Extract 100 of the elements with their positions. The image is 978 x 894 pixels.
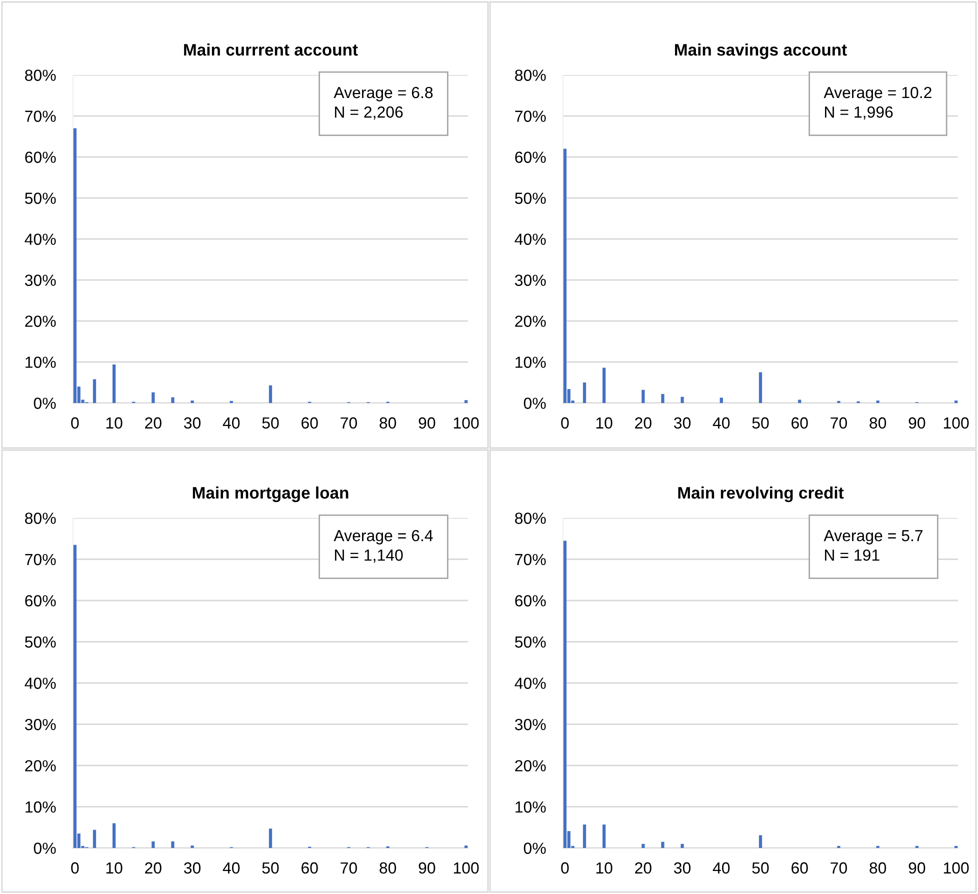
x-tick-label: 60 bbox=[302, 417, 318, 429]
x-tick-label: 10 bbox=[596, 862, 612, 874]
x-tick-label: 70 bbox=[340, 862, 357, 874]
x-tick-label: 0 bbox=[71, 862, 79, 874]
y-tick-label: 70% bbox=[25, 110, 56, 122]
x-tick-label: 20 bbox=[145, 862, 162, 874]
annotation: Average = 5.7 N = 191 bbox=[824, 530, 923, 561]
x-tick-label: 60 bbox=[792, 417, 808, 429]
bar bbox=[464, 400, 468, 403]
x-tick-label: 30 bbox=[184, 417, 201, 429]
bar bbox=[73, 128, 77, 403]
bar bbox=[661, 394, 664, 403]
x-tick-label: 0 bbox=[71, 417, 79, 429]
y-tick-label: 30% bbox=[24, 718, 56, 730]
bar bbox=[582, 824, 586, 848]
x-tick-label: 100 bbox=[944, 862, 969, 874]
x-tick-label: 70 bbox=[830, 862, 847, 874]
x-tick-label: 100 bbox=[454, 417, 479, 429]
x-tick-label: 70 bbox=[830, 417, 847, 429]
x-tick-label: 40 bbox=[712, 862, 730, 874]
y-tick-label: 10% bbox=[516, 356, 546, 368]
y-tick-label: 0% bbox=[34, 398, 56, 409]
bar bbox=[92, 830, 96, 848]
bar bbox=[642, 390, 645, 403]
chart-title: Main mortgage loan bbox=[192, 486, 348, 502]
bar bbox=[73, 544, 77, 848]
y-tick-label: 80% bbox=[515, 70, 546, 81]
y-tick-label: 60% bbox=[25, 152, 56, 163]
bar bbox=[563, 148, 567, 403]
bar bbox=[112, 364, 116, 403]
bar bbox=[680, 396, 684, 403]
y-tick-label: 0% bbox=[524, 398, 546, 409]
chart-title: Main revolving credit bbox=[678, 486, 844, 502]
x-tick-label: 60 bbox=[792, 862, 808, 874]
x-tick-label: 90 bbox=[908, 417, 926, 429]
x-tick-label: 50 bbox=[752, 862, 769, 874]
x-tick-label: 80 bbox=[380, 417, 396, 429]
bar bbox=[758, 372, 762, 403]
bar bbox=[680, 844, 684, 848]
y-tick-label: 70% bbox=[25, 554, 56, 566]
annotation: Average = 6.4 N = 1,140 bbox=[334, 530, 433, 563]
bar bbox=[642, 844, 645, 848]
x-tick-label: 30 bbox=[674, 862, 691, 874]
y-tick-label: 10% bbox=[516, 801, 546, 813]
y-tick-label: 20% bbox=[515, 760, 546, 772]
y-tick-label: 10% bbox=[26, 801, 56, 813]
x-tick-label: 80 bbox=[870, 417, 886, 429]
x-tick-label: 100 bbox=[454, 862, 479, 874]
bar bbox=[563, 540, 567, 848]
y-tick-label: 30% bbox=[514, 718, 546, 730]
x-tick-label: 70 bbox=[340, 417, 357, 429]
x-tick-label: 90 bbox=[908, 862, 926, 874]
y-tick-label: 50% bbox=[25, 636, 56, 648]
chart-title: Main currrent account bbox=[184, 43, 358, 56]
x-tick-label: 10 bbox=[596, 417, 612, 429]
annotation: Average = 10.2 N = 1,996 bbox=[824, 86, 932, 120]
x-tick-label: 20 bbox=[145, 417, 162, 429]
x-tick-label: 50 bbox=[262, 417, 279, 429]
y-tick-label: 40% bbox=[514, 678, 546, 689]
bar bbox=[152, 841, 155, 848]
y-tick-label: 80% bbox=[25, 512, 56, 524]
chart-title: Main savings account bbox=[675, 43, 847, 60]
y-tick-label: 20% bbox=[25, 316, 56, 327]
x-tick-label: 90 bbox=[418, 417, 436, 429]
y-tick-label: 10% bbox=[26, 356, 56, 368]
y-tick-label: 40% bbox=[514, 234, 546, 245]
y-tick-label: 40% bbox=[24, 678, 56, 689]
x-tick-label: 40 bbox=[222, 417, 240, 429]
bar bbox=[92, 379, 96, 403]
x-tick-label: 60 bbox=[302, 862, 318, 874]
x-tick-label: 80 bbox=[380, 862, 396, 874]
bar bbox=[661, 842, 664, 848]
y-tick-label: 50% bbox=[25, 192, 56, 204]
bar bbox=[171, 397, 174, 403]
bar bbox=[268, 385, 272, 403]
bar bbox=[582, 382, 586, 403]
x-tick-label: 100 bbox=[944, 417, 969, 429]
bar bbox=[268, 828, 272, 848]
bar bbox=[798, 400, 802, 403]
y-tick-label: 0% bbox=[524, 842, 546, 854]
x-tick-label: 10 bbox=[106, 862, 122, 874]
bar bbox=[112, 823, 116, 848]
x-tick-label: 0 bbox=[561, 862, 569, 874]
bar bbox=[152, 392, 155, 403]
y-tick-label: 50% bbox=[515, 192, 546, 204]
bar bbox=[602, 368, 606, 403]
y-tick-label: 60% bbox=[25, 595, 56, 606]
annotation: Average = 6.8 N = 2,206 bbox=[334, 86, 433, 120]
x-tick-label: 90 bbox=[418, 862, 436, 874]
y-tick-label: 70% bbox=[515, 110, 546, 122]
y-tick-label: 30% bbox=[24, 274, 56, 286]
bar bbox=[758, 835, 762, 848]
x-tick-label: 40 bbox=[222, 862, 240, 874]
y-tick-label: 60% bbox=[515, 152, 546, 163]
x-tick-label: 30 bbox=[674, 417, 691, 429]
x-tick-label: 80 bbox=[870, 862, 886, 874]
bar bbox=[171, 841, 174, 848]
x-tick-label: 20 bbox=[635, 417, 652, 429]
y-tick-label: 80% bbox=[25, 70, 56, 81]
y-tick-label: 80% bbox=[515, 512, 546, 524]
